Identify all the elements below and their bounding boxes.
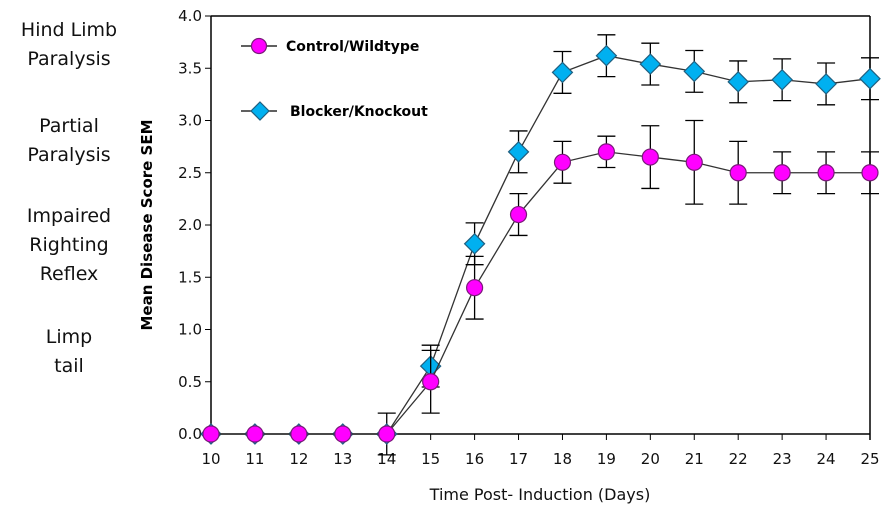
x-tick-label: 24 [817, 450, 836, 468]
data-point-diamond [507, 141, 530, 163]
data-point-diamond [727, 70, 750, 93]
y-tick-label: 3.0 [178, 112, 202, 130]
data-point-circle [202, 425, 220, 443]
data-point-circle [378, 425, 396, 443]
y-tick-label: 1.0 [178, 321, 202, 339]
data-point-diamond [771, 68, 793, 91]
data-point-diamond [815, 73, 837, 95]
axes: 0.00.51.01.52.02.53.03.54.010 11 12 13 14 15 1… [178, 7, 879, 468]
data-point-circle [246, 425, 264, 443]
x-tick-label: 18 [553, 450, 572, 468]
x-tick-label: 10 [201, 450, 220, 468]
data-point-circle [290, 425, 308, 443]
legend-diamond-icon [250, 101, 270, 121]
data-point-circle [817, 164, 835, 182]
legend-circle-icon [250, 37, 268, 55]
y-tick-label: 2.5 [178, 164, 202, 182]
series-line [211, 151, 870, 435]
data-point-diamond [639, 53, 662, 75]
y-tick-label: 4.0 [178, 7, 202, 25]
stage-label: Impaired Righting Reflex [26, 205, 112, 285]
data-point-circle [685, 153, 703, 171]
y-tick-label: 0.0 [178, 425, 202, 443]
series-control-wildtype [202, 119, 879, 443]
x-tick-label: 19 [597, 450, 616, 468]
x-tick-label: 23 [773, 450, 792, 468]
data-point-circle [553, 153, 572, 171]
stage-label: Limp tail [45, 326, 93, 377]
data-point-circle [729, 164, 747, 182]
y-axis-title: Mean Disease Score SEM [138, 119, 156, 330]
legend-item: Blocker/Knockout [241, 101, 428, 121]
data-point-circle [861, 164, 879, 182]
x-tick-label: 17 [509, 450, 528, 468]
legend: Control/Wildtype Blocker/Knockout [241, 37, 428, 121]
x-tick-label: 16 [465, 450, 484, 468]
y-tick-label: 3.5 [178, 59, 202, 77]
series-layer [200, 34, 881, 456]
data-point-diamond [551, 61, 574, 84]
data-point-circle [641, 148, 659, 166]
data-point-circle [597, 143, 616, 161]
data-point-circle [773, 164, 791, 182]
x-axis-title: Time Post- Induction (Days) [429, 485, 651, 504]
data-point-diamond [683, 60, 706, 83]
y-tick-label: 1.5 [178, 268, 202, 286]
y-tick-label: 0.5 [178, 373, 202, 391]
legend-item: Control/Wildtype [241, 37, 419, 55]
data-point-circle [509, 205, 528, 224]
x-tick-label: 20 [641, 450, 660, 468]
stage-label: Hind Limb Paralysis [20, 19, 118, 70]
x-tick-label: 12 [289, 450, 308, 468]
series-blocker-knockout [200, 34, 881, 456]
data-point-diamond [859, 67, 881, 90]
x-tick-label: 25 [860, 450, 879, 468]
legend-label: Blocker/Knockout [290, 104, 428, 120]
x-tick-label: 13 [333, 450, 352, 468]
legend-label: Control/Wildtype [286, 39, 419, 55]
data-point-circle [466, 279, 484, 297]
y-tick-label: 2.0 [178, 216, 202, 234]
data-point-diamond [463, 232, 486, 255]
data-point-diamond [595, 44, 618, 67]
x-tick-label: 21 [685, 450, 704, 468]
x-tick-label: 22 [729, 450, 748, 468]
data-point-circle [334, 425, 352, 443]
x-tick-label: 11 [245, 450, 264, 468]
x-tick-label: 15 [421, 450, 440, 468]
stage-label: Partial Paralysis [27, 115, 111, 166]
data-point-circle [422, 373, 440, 391]
